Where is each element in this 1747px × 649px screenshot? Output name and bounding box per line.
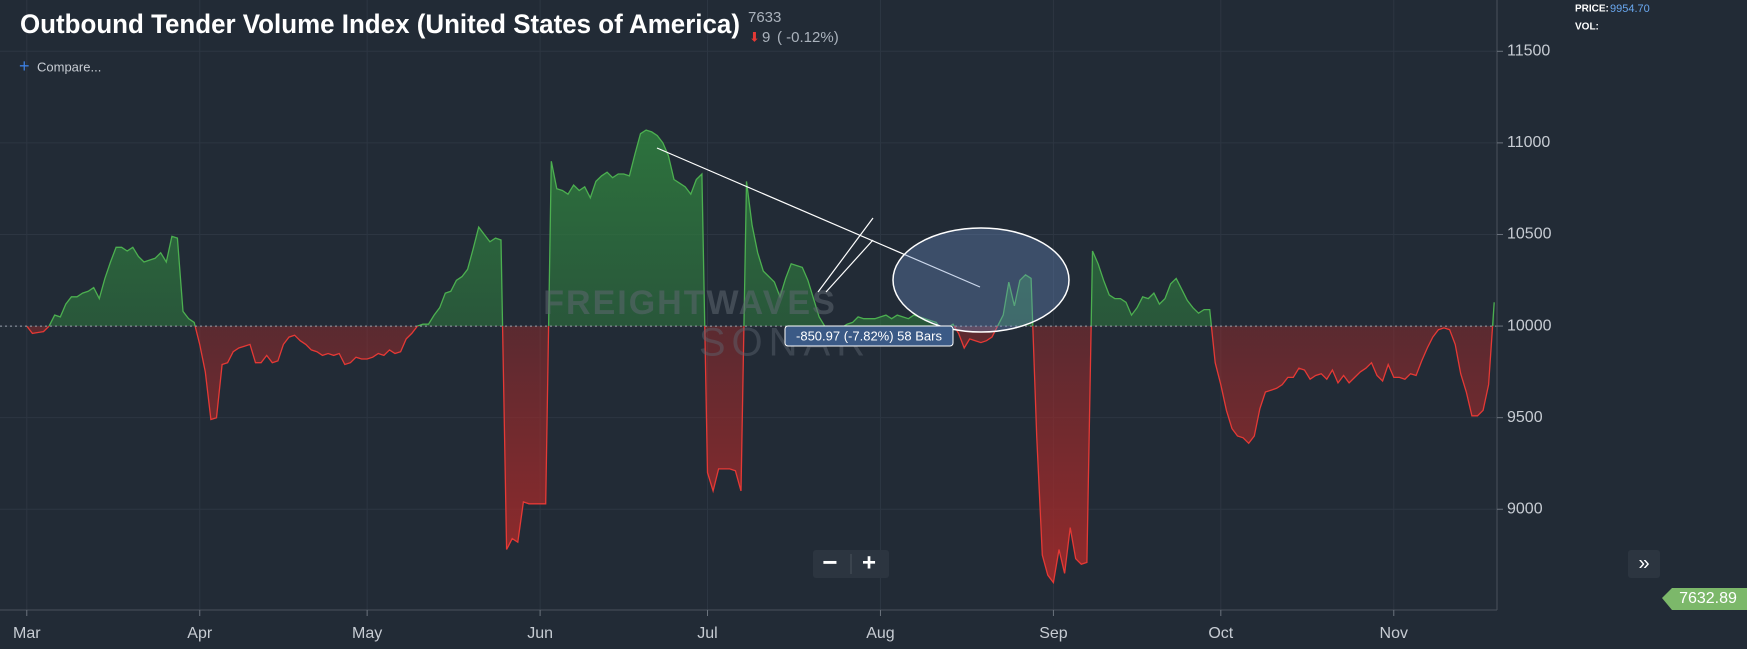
- trend-line: [656, 147, 981, 288]
- x-tick-label: Aug: [866, 625, 894, 642]
- x-tick-label: Mar: [13, 625, 41, 642]
- compare-label: Compare...: [37, 59, 101, 74]
- x-tick-label: Nov: [1380, 625, 1408, 642]
- price-label: PRICE:: [1575, 4, 1609, 15]
- area-up: [26, 130, 1495, 327]
- x-tick-label: May: [352, 625, 382, 642]
- callout: [817, 217, 874, 293]
- x-tick-label: Sep: [1039, 625, 1068, 642]
- callout: [825, 239, 874, 293]
- plot: [0, 129, 1497, 585]
- y-tick-label: 10000: [1507, 317, 1552, 334]
- y-tick-label: 10500: [1507, 226, 1552, 243]
- scroll-end-button[interactable]: [1628, 550, 1660, 578]
- plus-icon: +: [19, 56, 30, 76]
- down-arrow: ⬇: [749, 29, 760, 44]
- y-tick-label: 11000: [1507, 134, 1550, 151]
- price-value: 9954.70: [1610, 3, 1650, 15]
- area-down: [26, 326, 1493, 583]
- watermark: FREIGHTWAVES: [543, 284, 837, 322]
- highlight-ellipse: [892, 227, 1070, 333]
- chart-title: Outbound Tender Volume Index (United Sta…: [20, 9, 740, 39]
- compare-button[interactable]: + Compare...: [19, 56, 101, 76]
- zoom-in-button[interactable]: +: [862, 549, 876, 576]
- line-up: [26, 129, 1495, 327]
- y-tick-label: 9000: [1507, 500, 1543, 517]
- scroll-end-icon: »: [1638, 552, 1649, 574]
- x-tick-label: Apr: [187, 625, 213, 642]
- vol-label: VOL:: [1575, 22, 1599, 33]
- annotation: -850.97 (-7.82%) 58 Bars: [796, 328, 942, 343]
- y-tick-label: 9500: [1507, 409, 1543, 426]
- line-down: [26, 326, 1494, 585]
- last-price-tag: [1662, 588, 1747, 610]
- change: 9: [762, 29, 770, 46]
- change-pct: ( -0.12%): [777, 29, 839, 46]
- last-value: 7633: [748, 9, 781, 26]
- zoom-out-button[interactable]: −: [822, 547, 837, 577]
- x-tick-label: Jun: [527, 625, 553, 642]
- y-tick-label: 11500: [1507, 43, 1550, 60]
- last-price-label: 7632.89: [1679, 590, 1737, 607]
- annotation-box: [784, 325, 954, 347]
- x-tick-label: Jul: [697, 625, 717, 642]
- x-tick-label: Oct: [1208, 625, 1233, 642]
